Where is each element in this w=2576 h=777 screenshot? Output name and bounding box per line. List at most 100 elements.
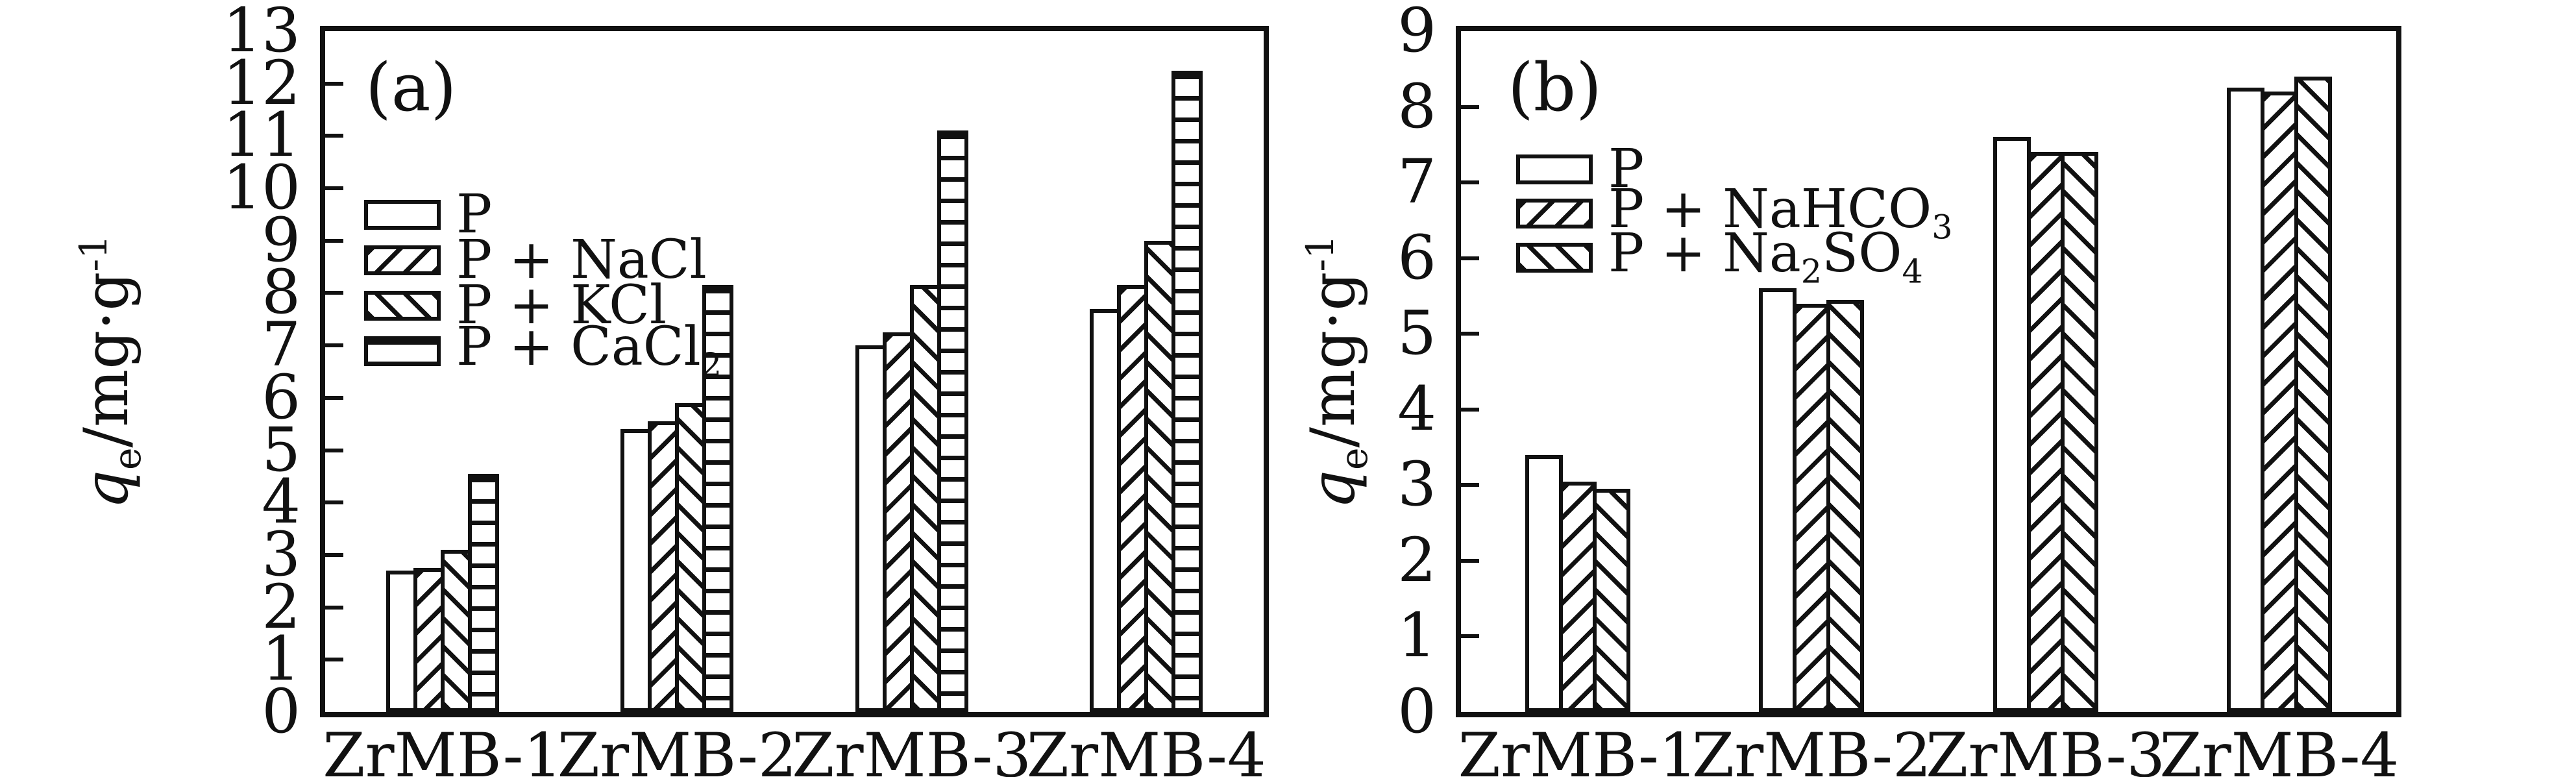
bar-a-ZrMB-4-s3	[1171, 71, 1203, 712]
y-tick-label-a-10: 10	[223, 153, 301, 224]
legend-row-a-0: P	[364, 188, 492, 241]
y-tick-mark-b-2	[1461, 558, 1479, 563]
y-tick-label-a-11: 11	[223, 100, 301, 171]
y-tick-label-a-7: 7	[262, 310, 301, 381]
bar-a-ZrMB-1-s1	[413, 568, 445, 712]
y-tick-mark-b-7	[1461, 180, 1479, 185]
y-tick-label-a-6: 6	[262, 362, 301, 433]
legend-label-a-2: P + KCl	[456, 275, 667, 336]
y-tick-label-a-3: 3	[262, 519, 301, 590]
bar-b-ZrMB-2-s2	[1826, 300, 1864, 712]
panel-label-b: (b)	[1508, 49, 1602, 127]
legend-row-a-1: P + NaCl	[364, 234, 707, 287]
bar-a-ZrMB-2-s1	[648, 421, 679, 712]
y-tick-mark-a-1	[325, 658, 343, 662]
x-category-label-a-ZrMB-3: ZrMB-3	[792, 721, 1032, 777]
bar-a-ZrMB-3-s3	[937, 130, 968, 712]
y-tick-label-b-8: 8	[1397, 71, 1436, 142]
y-tick-label-a-1: 1	[262, 624, 301, 695]
y-tick-label-a-5: 5	[262, 414, 301, 486]
bar-a-ZrMB-4-s1	[1117, 285, 1148, 712]
x-category-label-b-ZrMB-4: ZrMB-4	[2159, 721, 2399, 777]
legend-label-a-1: P + NaCl	[456, 229, 707, 291]
y-tick-label-a-4: 4	[262, 467, 301, 538]
bar-a-ZrMB-1-s3	[468, 474, 499, 712]
y-tick-mark-b-5	[1461, 332, 1479, 336]
legend-swatch-a-0	[364, 200, 441, 230]
x-category-label-a-ZrMB-1: ZrMB-1	[323, 721, 563, 777]
y-tick-mark-a-8	[325, 291, 343, 295]
bar-b-ZrMB-3-s2	[2061, 152, 2098, 712]
y-axis-label-a: qe/mg·g-1	[71, 234, 149, 509]
x-category-label-b-ZrMB-2: ZrMB-2	[1691, 721, 1932, 777]
bar-a-ZrMB-3-s0	[855, 345, 887, 712]
y-tick-mark-a-9	[325, 238, 343, 243]
bar-a-ZrMB-2-s3	[702, 285, 733, 712]
panel-label-a: (a)	[365, 49, 457, 127]
bar-b-ZrMB-2-s1	[1793, 304, 1830, 712]
y-tick-label-b-9: 9	[1397, 0, 1436, 66]
bar-a-ZrMB-3-s1	[883, 332, 914, 712]
x-category-label-a-ZrMB-2: ZrMB-2	[557, 721, 797, 777]
legend-swatch-b-2	[1516, 243, 1593, 273]
y-tick-mark-b-1	[1461, 634, 1479, 639]
bar-b-ZrMB-4-s0	[2227, 88, 2264, 712]
legend-row-a-2: P + KCl	[364, 279, 667, 332]
bar-a-ZrMB-2-s0	[620, 429, 652, 712]
bar-b-ZrMB-4-s1	[2261, 92, 2298, 712]
legend-swatch-a-1	[364, 245, 441, 275]
y-tick-label-b-5: 5	[1397, 298, 1436, 369]
y-tick-mark-a-4	[325, 500, 343, 505]
legend-row-b-0: P	[1516, 143, 1644, 196]
y-tick-mark-a-3	[325, 552, 343, 557]
legend-label-a-0: P	[456, 184, 493, 245]
y-tick-label-b-2: 2	[1397, 524, 1436, 596]
legend-label-b-0: P	[1608, 138, 1645, 200]
y-tick-label-b-1: 1	[1397, 600, 1436, 672]
y-tick-label-a-2: 2	[262, 571, 301, 643]
y-tick-label-b-6: 6	[1397, 222, 1436, 293]
legend-row-b-1: P + NaHCO3	[1516, 182, 1953, 243]
y-tick-mark-b-4	[1461, 407, 1479, 412]
bar-b-ZrMB-4-s2	[2294, 77, 2332, 712]
y-tick-mark-b-3	[1461, 483, 1479, 487]
bar-b-ZrMB-1-s2	[1593, 489, 1630, 712]
y-tick-mark-a-11	[325, 134, 343, 138]
legend-row-b-2: P + Na2SO4	[1516, 227, 1923, 288]
y-tick-label-a-12: 12	[223, 47, 301, 119]
x-category-label-a-ZrMB-4: ZrMB-4	[1026, 721, 1266, 777]
y-tick-mark-b-8	[1461, 105, 1479, 109]
legend-swatch-b-1	[1516, 199, 1593, 228]
legend-label-b-1: P + NaHCO3	[1608, 178, 1953, 247]
bar-b-ZrMB-3-s1	[2027, 152, 2065, 712]
bar-a-ZrMB-4-s0	[1090, 309, 1121, 712]
y-tick-mark-a-7	[325, 343, 343, 348]
y-tick-mark-a-5	[325, 448, 343, 452]
y-tick-label-a-0: 0	[262, 676, 301, 747]
y-tick-label-a-13: 13	[223, 0, 301, 66]
y-tick-label-a-8: 8	[262, 257, 301, 328]
y-tick-label-b-3: 3	[1397, 449, 1436, 521]
legend-swatch-b-0	[1516, 154, 1593, 184]
y-tick-label-a-9: 9	[262, 204, 301, 276]
y-tick-label-b-4: 4	[1397, 373, 1436, 445]
y-tick-mark-a-2	[325, 605, 343, 610]
y-tick-mark-a-12	[325, 81, 343, 86]
bar-a-ZrMB-1-s2	[441, 550, 472, 712]
legend-swatch-a-2	[364, 291, 441, 321]
y-tick-label-b-7: 7	[1397, 147, 1436, 218]
legend-label-b-2: P + Na2SO4	[1608, 222, 1923, 291]
bar-b-ZrMB-3-s0	[1993, 137, 2031, 712]
x-category-label-b-ZrMB-1: ZrMB-1	[1458, 721, 1698, 777]
bar-b-ZrMB-1-s0	[1525, 455, 1563, 712]
y-tick-mark-b-6	[1461, 256, 1479, 260]
x-category-label-b-ZrMB-3: ZrMB-3	[1926, 721, 2166, 777]
y-tick-mark-a-6	[325, 395, 343, 400]
bar-b-ZrMB-2-s0	[1759, 288, 1797, 712]
bar-a-ZrMB-4-s2	[1144, 241, 1175, 712]
legend-swatch-a-3	[364, 336, 441, 366]
bar-b-ZrMB-1-s1	[1559, 482, 1597, 712]
